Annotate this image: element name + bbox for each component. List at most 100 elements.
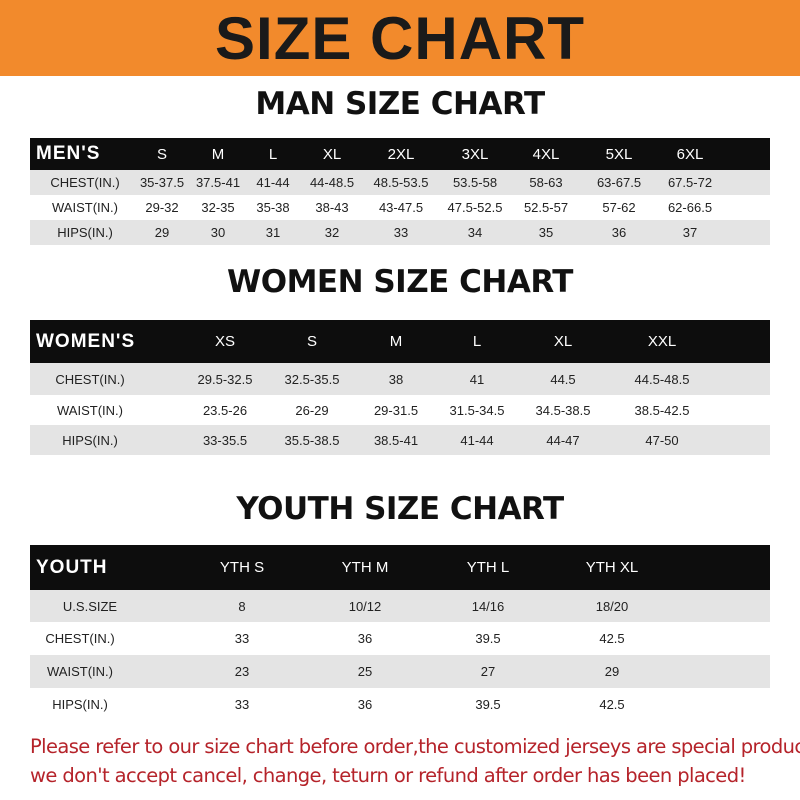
size-column-header: S — [306, 333, 318, 350]
measurement-value: 33-35.5 — [202, 432, 248, 448]
size-column-header: 6XL — [676, 145, 704, 163]
measurement-value: 38.5-41 — [373, 432, 419, 448]
measurement-value: 39.5 — [475, 631, 501, 646]
measurement-value: 43-47.5 — [378, 200, 424, 215]
measurement-value: 63-67.5 — [596, 175, 642, 190]
measurement-value: 67.5-72 — [667, 175, 713, 190]
table-row: WAIST(IN.) 29-32 32-35 35-38 38-43 43-47.5 47.… — [30, 195, 770, 220]
measurement-value: 27 — [480, 664, 496, 679]
notice-line-1: Please refer to our size chart before or… — [30, 735, 800, 758]
measurement-value: 37.5-41 — [195, 175, 241, 190]
measurement-label: U.S.SIZE — [62, 598, 118, 614]
size-column-header: YTH M — [341, 559, 389, 576]
measurement-value: 10/12 — [348, 598, 382, 614]
measurement-value: 47-50 — [645, 432, 679, 448]
size-column-header: XS — [214, 333, 236, 350]
men-header-row: MEN'S S M L XL 2XL 3XL 4XL 5XL 6XL — [30, 138, 770, 170]
measurement-value: 25 — [357, 664, 373, 679]
measurement-value: 44.5 — [550, 371, 576, 387]
measurement-value: 44-47 — [546, 432, 580, 448]
table-row: CHEST(IN.) 35-37.5 37.5-41 41-44 44-48.5 48.5… — [30, 170, 770, 195]
measurement-value: 38.5-42.5 — [634, 402, 690, 418]
measurement-value: 35.5-38.5 — [284, 432, 340, 448]
measurement-value: 29.5-32.5 — [197, 371, 253, 387]
notice-line-2: we don't accept cancel, change, teturn o… — [30, 764, 746, 787]
size-column-header: YTH S — [219, 559, 265, 576]
measurement-value: 32 — [324, 225, 340, 240]
measurement-value: 39.5 — [475, 696, 501, 712]
youth-table-label: YOUTH — [36, 556, 108, 578]
measurement-value: 34.5-38.5 — [535, 402, 591, 418]
measurement-value: 52.5-57 — [523, 200, 569, 215]
measurement-label: WAIST(IN.) — [52, 200, 118, 215]
table-row: HIPS(IN.) 29 30 31 32 33 34 35 36 37 — [30, 220, 770, 245]
size-column-header: 5XL — [605, 145, 633, 163]
size-column-header: M — [211, 145, 225, 163]
measurement-value: 33 — [234, 631, 250, 646]
women-header-row: WOMEN'S XS S M L XL XXL — [30, 320, 770, 363]
table-row: WAIST(IN.) 23.5-26 26-29 29-31.5 31.5-34.5 34… — [30, 395, 770, 425]
measurement-value: 42.5 — [599, 631, 625, 646]
measurement-label: HIPS(IN.) — [62, 432, 118, 448]
measurement-value: 36 — [357, 631, 373, 646]
measurement-label: WAIST(IN.) — [57, 402, 123, 418]
table-row: CHEST(IN.) 29.5-32.5 32.5-35.5 38 41 44.5 44.5… — [30, 363, 770, 395]
measurement-value: 57-62 — [602, 200, 636, 215]
size-column-header: XL — [322, 145, 342, 163]
measurement-value: 44-48.5 — [309, 175, 355, 190]
women-section-title: WOMEN SIZE CHART — [227, 264, 573, 300]
measurement-value: 18/20 — [595, 598, 629, 614]
measurement-value: 37 — [682, 225, 698, 240]
size-column-header: L — [268, 145, 278, 163]
size-column-header: S — [156, 145, 168, 163]
page-title: SIZE CHART — [215, 5, 585, 72]
measurement-value: 29 — [154, 225, 170, 240]
men-table-label: MEN'S — [36, 143, 101, 164]
measurement-value: 53.5-58 — [452, 175, 498, 190]
measurement-value: 29 — [604, 664, 620, 679]
measurement-value: 44.5-48.5 — [634, 371, 690, 387]
measurement-value: 32.5-35.5 — [284, 371, 340, 387]
measurement-value: 35-37.5 — [139, 175, 185, 190]
table-row: HIPS(IN.) 33 36 39.5 42.5 — [30, 688, 770, 720]
measurement-value: 36 — [611, 225, 627, 240]
measurement-value: 35 — [538, 225, 554, 240]
youth-header-row: YOUTH YTH S YTH M YTH L YTH XL — [30, 545, 770, 590]
measurement-value: 33 — [393, 225, 409, 240]
measurement-value: 30 — [210, 225, 226, 240]
youth-section-title: YOUTH SIZE CHART — [236, 491, 564, 527]
header-banner: SIZE CHART — [0, 0, 800, 76]
measurement-value: 36 — [357, 696, 373, 712]
measurement-value: 23.5-26 — [202, 402, 248, 418]
measurement-value: 41-44 — [256, 175, 290, 190]
measurement-value: 23 — [234, 664, 250, 679]
measurement-value: 32-35 — [201, 200, 235, 215]
measurement-value: 38 — [388, 371, 404, 387]
size-column-header: M — [389, 333, 403, 350]
size-column-header: XXL — [647, 333, 677, 350]
measurement-value: 8 — [238, 598, 246, 614]
measurement-value: 38-43 — [315, 200, 349, 215]
table-row: CHEST(IN.) 33 36 39.5 42.5 — [30, 622, 770, 655]
measurement-value: 41-44 — [460, 432, 494, 448]
measurement-value: 42.5 — [599, 696, 625, 712]
size-column-header: XL — [553, 333, 573, 350]
measurement-value: 31 — [265, 225, 281, 240]
size-column-header: 3XL — [461, 145, 489, 163]
measurement-label: CHEST(IN.) — [50, 175, 120, 190]
measurement-value: 26-29 — [295, 402, 329, 418]
measurement-value: 33 — [234, 696, 250, 712]
size-column-header: 4XL — [532, 145, 560, 163]
men-section-title: MAN SIZE CHART — [255, 86, 545, 122]
measurement-value: 34 — [467, 225, 483, 240]
measurement-label: HIPS(IN.) — [57, 225, 113, 240]
table-row: HIPS(IN.) 33-35.5 35.5-38.5 38.5-41 41-44 44-… — [30, 425, 770, 455]
table-row: U.S.SIZE 8 10/12 14/16 18/20 — [30, 590, 770, 622]
size-column-header: L — [472, 333, 482, 350]
size-column-header: YTH XL — [585, 559, 639, 576]
measurement-value: 58-63 — [529, 175, 563, 190]
measurement-value: 31.5-34.5 — [449, 402, 505, 418]
measurement-value: 41 — [469, 371, 485, 387]
measurement-label: CHEST(IN.) — [55, 371, 125, 387]
size-column-header: YTH L — [466, 559, 510, 576]
